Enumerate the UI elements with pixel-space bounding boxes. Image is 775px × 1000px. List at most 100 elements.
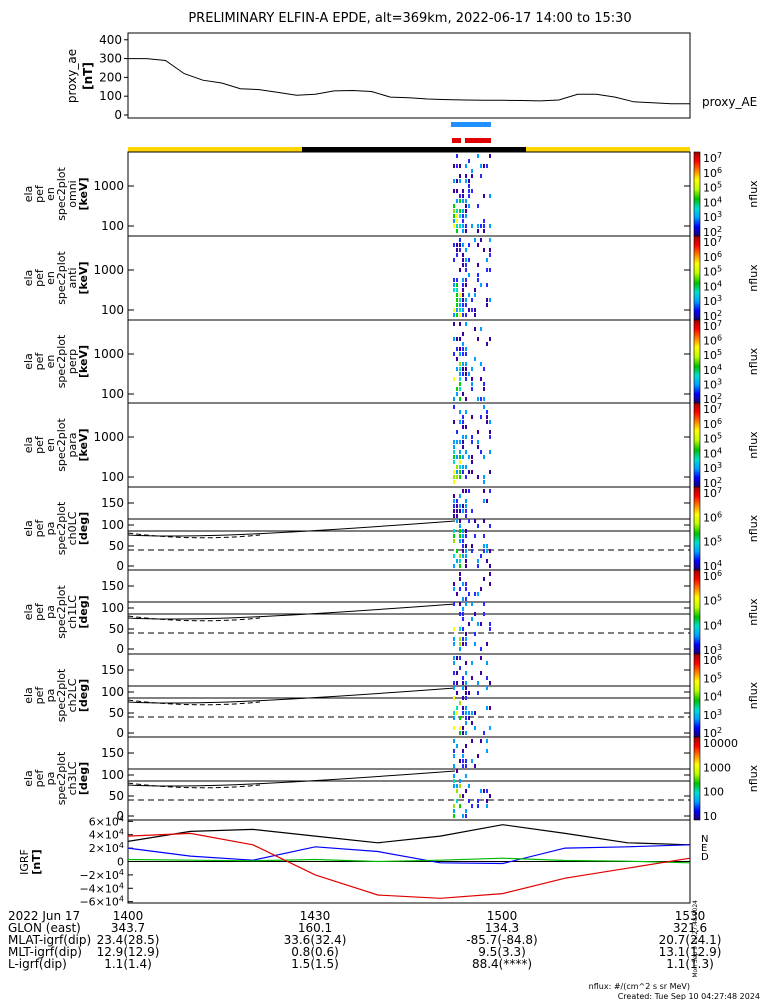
spectrogram-cell (456, 209, 458, 213)
spec_pa_ch3-ylabel-0: ela (22, 770, 35, 787)
spectrogram-cell (489, 194, 491, 198)
spectrogram-cell (486, 420, 488, 424)
spec_en_para-colorbar (693, 402, 701, 488)
spectrogram-cell (462, 278, 464, 282)
spectrogram-cell (465, 352, 467, 356)
spec_pa_ch1-colorbar-tick: 105 (703, 594, 722, 608)
spectrogram-cell (456, 514, 458, 518)
spec_en_anti-frame (127, 235, 691, 321)
spec_en_para-ytick-label: 100 (101, 470, 124, 484)
spectrogram-cell (456, 769, 458, 773)
igrf-ylabel: IGRF (18, 849, 31, 875)
spectrogram-cell (459, 322, 461, 326)
spec_pa_ch0-ylabel-5: [deg] (77, 512, 90, 545)
spectrogram-cell (456, 303, 458, 307)
spectrogram-cell (480, 554, 482, 558)
spectrogram-cell (477, 440, 479, 444)
spectrogram-cell (459, 642, 461, 646)
spectrogram-cell (465, 263, 467, 267)
spectrogram-cell (459, 308, 461, 312)
spectrogram-cell (453, 764, 455, 768)
spectrogram-cell (453, 313, 455, 317)
spec_en_para-ylabel-1: pef (33, 435, 46, 454)
spectrogram-cell (465, 509, 467, 513)
spectrogram-cell (477, 524, 479, 528)
spectrogram-cell (459, 701, 461, 705)
spectrogram-cell (459, 372, 461, 376)
spec_en_perp-colorbar-tick: 105 (703, 348, 722, 362)
spectrogram-cell (477, 397, 479, 401)
spectrogram-cell (456, 681, 458, 685)
spectrogram-cell (453, 804, 455, 808)
spectrogram-cell (462, 612, 464, 616)
spectrogram-cell (480, 415, 482, 419)
spectrogram-cell (465, 322, 467, 326)
spectrogram-cell (456, 367, 458, 371)
spectrogram-cell (489, 582, 491, 586)
spectrogram-cell (462, 642, 464, 646)
spectrogram-cell (459, 298, 461, 302)
footer-row-value: 1530 (675, 909, 706, 923)
spectrogram-cell (453, 278, 455, 282)
spectrogram-cell (462, 549, 464, 553)
spectrogram-cell (483, 387, 485, 391)
spectrogram-cell (465, 248, 467, 252)
spectrogram-cell (459, 637, 461, 641)
spec_en_para-colorbar-tick: 102 (703, 476, 722, 490)
spectrogram-cell (489, 253, 491, 257)
spectrogram-cell (480, 397, 482, 401)
spectrogram-cell (453, 475, 455, 479)
spectrogram-cell (456, 224, 458, 228)
spectrogram-cell (480, 327, 482, 331)
spectrogram-cell (453, 499, 455, 503)
spectrogram-cell (459, 377, 461, 381)
spectrogram-cell (480, 224, 482, 228)
spec_pa_ch1-frame (127, 569, 691, 655)
spectrogram-cell (489, 549, 491, 553)
spectrogram-cell (477, 559, 479, 563)
spectrogram-cell (462, 607, 464, 611)
spectrogram-cell (480, 647, 482, 651)
spec_pa_ch1-ytick-label: 150 (101, 579, 124, 593)
igrf-ytick-label: −2×104 (79, 868, 124, 882)
spectrogram-cell (465, 298, 467, 302)
spectrogram-cell (453, 671, 455, 675)
spectrogram-cell (465, 397, 467, 401)
spectrogram-cell (459, 455, 461, 459)
spectrogram-cell (477, 154, 479, 158)
spectrogram-cell (465, 425, 467, 429)
spec_en_omni-colorbar-tick: 107 (703, 151, 722, 165)
nflux-units-note: nflux: #/(cm^2 s sr MeV) (589, 982, 690, 991)
spec_en_anti-ylabel-2: en (44, 271, 57, 285)
spectrogram-cell (465, 164, 467, 168)
spectrogram-cell (471, 308, 473, 312)
spectrogram-cell (462, 754, 464, 758)
spectrogram-cell (483, 248, 485, 252)
spectrogram-cell (468, 519, 470, 523)
science-zone-marker-blue (451, 122, 491, 127)
spectrogram-cell (471, 676, 473, 680)
spectrogram-cell (465, 814, 467, 818)
spectrogram-cell (474, 612, 476, 616)
spectrogram-cell (477, 263, 479, 267)
spectrogram-cell (459, 509, 461, 513)
spectrogram-cell (462, 465, 464, 469)
spec_pa_ch3-ytick-label: 100 (101, 768, 124, 782)
spectrogram-cell (474, 293, 476, 297)
spectrogram-cell (453, 494, 455, 498)
spectrogram-cell (471, 544, 473, 548)
spec_en_perp-colorbar-label: nflux (747, 347, 760, 375)
spec_pa_ch0-colorbar-tick: 104 (703, 559, 722, 573)
spectrogram-cell (483, 219, 485, 223)
spectrogram-cell (477, 337, 479, 341)
igrf-series-1 (127, 844, 691, 865)
spectrogram-cell (459, 577, 461, 581)
spec_pa_ch3-ytick-label: 50 (109, 789, 124, 803)
spectrogram-cell (453, 809, 455, 813)
spectrogram-cell (462, 258, 464, 262)
footer-row-value: 23.4(28.5) (97, 933, 160, 947)
spectrogram-cell (459, 534, 461, 538)
spec_pa_ch1-loss-cone-curve (127, 603, 456, 620)
spectrogram-cell (477, 681, 479, 685)
